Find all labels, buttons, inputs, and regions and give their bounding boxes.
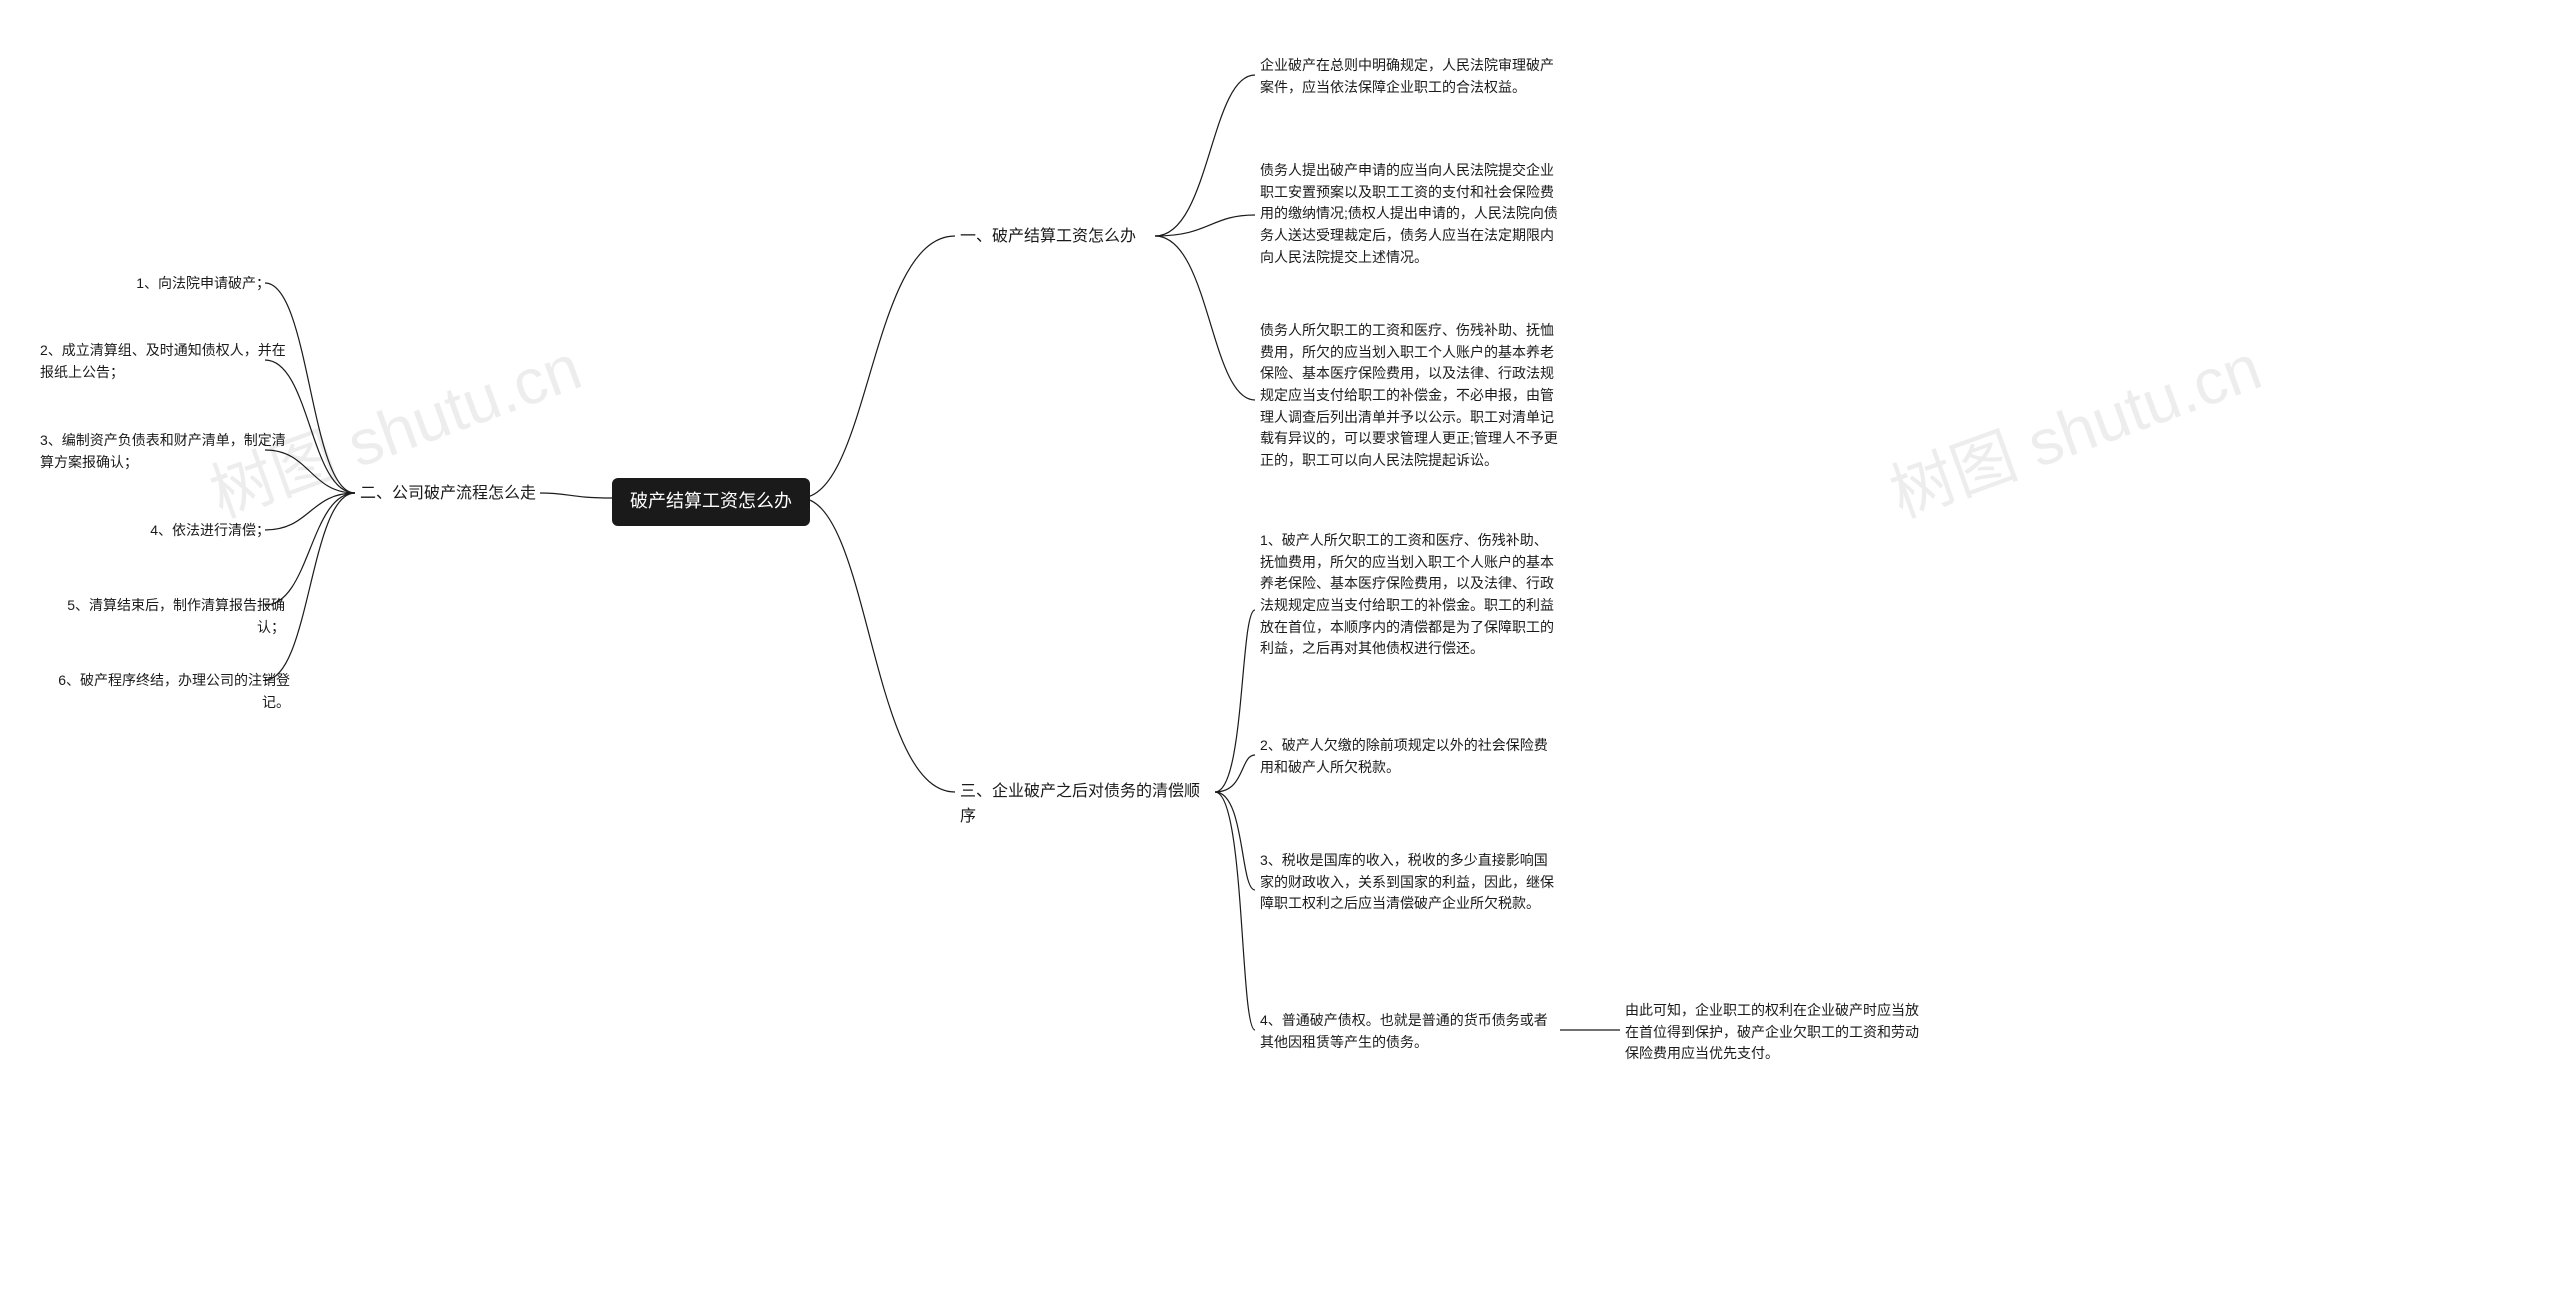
branch-2-leaf-3[interactable]: 3、编制资产负债表和财产清单，制定清算方案报确认； [40,430,290,473]
branch-3-leaf-2[interactable]: 2、破产人欠缴的除前项规定以外的社会保险费用和破产人所欠税款。 [1260,735,1560,778]
root-node[interactable]: 破产结算工资怎么办 [612,478,810,526]
branch-3-leaf-4[interactable]: 4、普通破产债权。也就是普通的货币债务或者其他因租赁等产生的债务。 [1260,1010,1560,1053]
branch-2-leaf-6[interactable]: 6、破产程序终结，办理公司的注销登记。 [40,670,290,713]
mindmap-canvas: 树图 shutu.cn 树图 shutu.cn 破产结算工资怎么办 一、破产结算… [0,0,2560,1297]
branch-1-leaf-1[interactable]: 企业破产在总则中明确规定，人民法院审理破产案件，应当依法保障企业职工的合法权益。 [1260,55,1560,98]
branch-2-leaf-5[interactable]: 5、清算结束后，制作清算报告报确认； [55,595,285,638]
branch-3-leaf-4-sub[interactable]: 由此可知，企业职工的权利在企业破产时应当放在首位得到保护，破产企业欠职工的工资和… [1625,1000,1925,1065]
branch-1[interactable]: 一、破产结算工资怎么办 [960,225,1136,250]
branch-3-leaf-1[interactable]: 1、破产人所欠职工的工资和医疗、伤残补助、抚恤费用，所欠的应当划入职工个人账户的… [1260,530,1560,660]
branch-3-leaf-3[interactable]: 3、税收是国库的收入，税收的多少直接影响国家的财政收入，关系到国家的利益，因此，… [1260,850,1560,915]
branch-2[interactable]: 二、公司破产流程怎么走 [360,482,536,507]
watermark-2: 树图 shutu.cn [1876,316,2272,535]
branch-1-leaf-3[interactable]: 债务人所欠职工的工资和医疗、伤残补助、抚恤费用，所欠的应当划入职工个人账户的基本… [1260,320,1560,472]
branch-3[interactable]: 三、企业破产之后对债务的清偿顺序 [960,780,1215,830]
branch-2-leaf-2[interactable]: 2、成立清算组、及时通知债权人，并在报纸上公告； [40,340,290,383]
branch-1-leaf-2[interactable]: 债务人提出破产申请的应当向人民法院提交企业职工安置预案以及职工工资的支付和社会保… [1260,160,1560,268]
branch-2-leaf-4[interactable]: 4、依法进行清偿； [70,520,270,542]
branch-2-leaf-1[interactable]: 1、向法院申请破产； [70,273,270,295]
